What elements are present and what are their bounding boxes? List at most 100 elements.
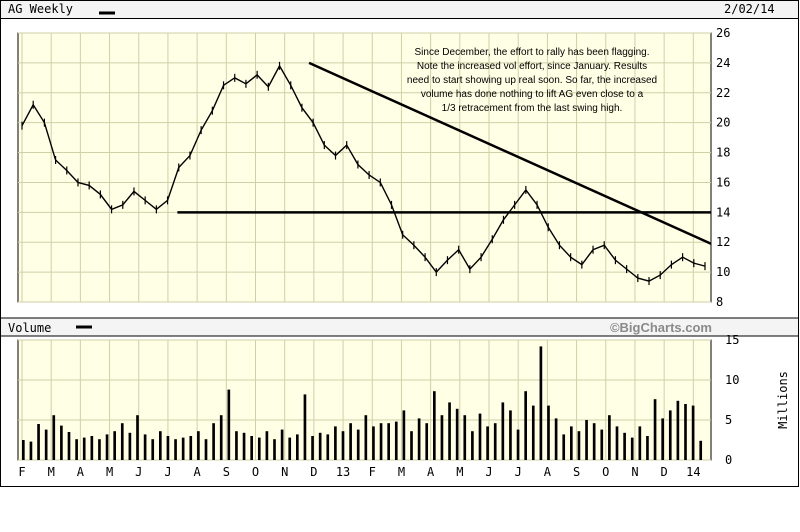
volume-bar [531, 405, 535, 460]
volume-tick-label: 15 [725, 333, 739, 347]
volume-bar [516, 429, 520, 460]
volume-bar [615, 426, 619, 460]
volume-bar [501, 402, 505, 460]
volume-bar [280, 429, 284, 460]
volume-tick-label: 5 [725, 413, 732, 427]
price-line [21, 64, 706, 282]
volume-bar [455, 408, 459, 460]
volume-bar [136, 415, 139, 460]
volume-bar [684, 404, 687, 460]
x-tick-label: J [485, 465, 492, 479]
volume-bar [235, 431, 238, 460]
volume-bar [90, 436, 94, 460]
volume-bar [120, 423, 124, 460]
volume-bar [227, 389, 231, 460]
volume-bar [577, 431, 581, 460]
volume-bar [433, 391, 436, 460]
price-tick-label: 8 [716, 295, 723, 309]
volume-bar [204, 439, 208, 460]
volume-bar [250, 436, 253, 460]
volume-bar [341, 431, 345, 460]
volume-bar [265, 431, 269, 460]
x-tick-label: N [281, 465, 288, 479]
volume-bar [197, 431, 200, 460]
volume-bar [113, 431, 116, 460]
watermark: ©BigCharts.com [609, 320, 712, 335]
x-tick-label: J [515, 465, 522, 479]
x-tick-label: D [661, 465, 668, 479]
x-tick-label: N [631, 465, 638, 479]
volume-tick-label: 10 [725, 373, 739, 387]
x-tick-label: A [77, 465, 85, 479]
volume-bar [128, 432, 132, 460]
volume-bar [67, 432, 71, 460]
volume-bar [75, 439, 78, 460]
volume-tick-label: 0 [725, 453, 732, 467]
volume-bar [486, 426, 489, 460]
volume-bar [37, 424, 40, 460]
x-tick-label: J [164, 465, 171, 479]
volume-bar [219, 415, 223, 460]
volume-bar [143, 434, 147, 460]
x-tick-label: F [369, 465, 376, 479]
volume-bar [82, 437, 86, 460]
volume-bar [29, 441, 33, 460]
volume-bar [212, 423, 215, 460]
volume-bar [417, 418, 421, 460]
volume-bar [623, 432, 626, 460]
x-tick-label: M [48, 465, 55, 479]
volume-bar [653, 399, 657, 460]
chart-title: AG Weekly [8, 2, 74, 16]
volume-bar [478, 413, 482, 460]
volume-bar [471, 431, 474, 460]
volume-bar [105, 434, 109, 460]
volume-bar [493, 423, 497, 460]
volume-bar [273, 439, 276, 460]
x-tick-label: D [310, 465, 317, 479]
volume-bar [44, 429, 48, 460]
volume-bar [326, 434, 330, 460]
volume-bar [174, 439, 177, 460]
volume-bar [364, 415, 368, 460]
volume-bar [524, 391, 527, 460]
volume-bar [303, 394, 307, 460]
volume-bar [22, 440, 25, 460]
volume-bar [98, 439, 101, 460]
volume-bar [699, 440, 703, 460]
price-tick-label: 14 [716, 205, 730, 219]
volume-title: Volume [8, 321, 52, 335]
volume-bar [334, 426, 337, 460]
volume-bar [562, 434, 566, 460]
volume-bar [592, 423, 596, 460]
x-tick-label: A [544, 465, 552, 479]
volume-bar [151, 439, 155, 460]
x-tick-label: M [106, 465, 113, 479]
volume-bar [440, 415, 444, 460]
x-tick-label: A [194, 465, 202, 479]
volume-bar [509, 410, 512, 460]
volume-bar [585, 420, 588, 460]
volume-bar [159, 431, 162, 460]
volume-bar [372, 426, 375, 460]
x-tick-label: 14 [686, 465, 700, 479]
x-tick-label: M [398, 465, 405, 479]
volume-bar [52, 415, 56, 460]
volume-bar [166, 436, 170, 460]
volume-bar [630, 437, 634, 460]
volume-bar [448, 402, 451, 460]
price-tick-label: 18 [716, 146, 730, 160]
price-tick-label: 22 [716, 86, 730, 100]
price-tick-label: 12 [716, 235, 730, 249]
volume-bar [257, 437, 261, 460]
volume-bar [676, 400, 680, 460]
volume-bar [387, 423, 390, 460]
volume-bar [668, 410, 672, 460]
x-tick-label: 13 [336, 465, 350, 479]
volume-bar [463, 415, 467, 460]
volume-bar [410, 431, 413, 460]
x-tick-label: F [18, 465, 25, 479]
x-tick-label: O [252, 465, 259, 479]
volume-bar [394, 421, 398, 460]
volume-bar [570, 426, 573, 460]
volume-bar [425, 423, 429, 460]
